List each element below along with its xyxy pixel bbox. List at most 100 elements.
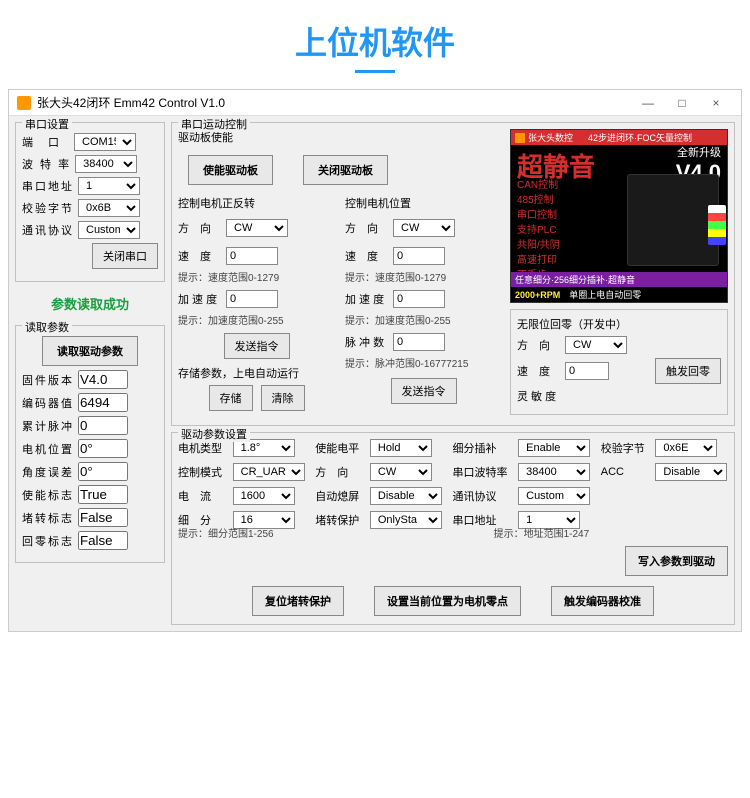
pos-pulse-label: 脉 冲 数 bbox=[345, 334, 389, 350]
ctrl-mode-select[interactable]: CR_UART bbox=[233, 463, 305, 481]
read-group: 读取参数 读取驱动参数 固件版本 编码器值 累计脉冲 电机位置 角度误差 使能标… bbox=[15, 325, 165, 563]
motion-title: 串口运动控制 bbox=[178, 116, 250, 132]
proto-select[interactable]: Custom bbox=[78, 221, 140, 239]
rot-speed-input[interactable] bbox=[226, 247, 278, 265]
read-params-button[interactable]: 读取驱动参数 bbox=[42, 336, 138, 366]
window-title: 张大头42闭环 Emm42 Control V1.0 bbox=[37, 94, 631, 111]
params-group: 驱动参数设置 电机类型1.8° 使能电平Hold 细分插补Enable 校验字节… bbox=[171, 432, 735, 625]
pos-dir-label: 方 向 bbox=[345, 220, 389, 236]
pulse-value bbox=[78, 416, 128, 435]
addr-hint: 提示：地址范围1-247 bbox=[494, 525, 590, 540]
trigger-home-button[interactable]: 触发回零 bbox=[655, 358, 721, 384]
pstall-label: 堵转保护 bbox=[315, 512, 360, 528]
set-zero-button[interactable]: 设置当前位置为电机零点 bbox=[374, 586, 521, 616]
pos-title: 控制电机位置 bbox=[345, 195, 502, 211]
disable-board-button[interactable]: 关闭驱动板 bbox=[303, 155, 388, 185]
autoscreen-select[interactable]: Disable bbox=[370, 487, 442, 505]
ad-rpm: 2000+RPM bbox=[515, 290, 560, 300]
ang-label: 角度误差 bbox=[22, 464, 74, 480]
fw-value bbox=[78, 370, 128, 389]
pacc-label: ACC bbox=[601, 466, 646, 478]
product-ad: 张大头数控 42步进闭环·FOC矢量控制 超静音 全新升级V4.0 CAN控制4… bbox=[510, 129, 728, 303]
sbaud-select[interactable]: 38400 bbox=[518, 463, 590, 481]
addr-select[interactable]: 1 bbox=[78, 177, 140, 195]
rot-acc-label: 加 速 度 bbox=[178, 291, 222, 307]
check-select[interactable]: 0x6B bbox=[78, 199, 140, 217]
addr-label: 串口地址 bbox=[22, 178, 74, 194]
pos-speed-input[interactable] bbox=[393, 247, 445, 265]
close-serial-button[interactable]: 关闭串口 bbox=[92, 243, 158, 269]
ctrl-mode-label: 控制模式 bbox=[178, 464, 223, 480]
pos-speed-hint: 提示：速度范围0-1279 bbox=[345, 269, 502, 284]
ad-brand: 张大头数控 bbox=[528, 131, 573, 144]
current-select[interactable]: 1600 bbox=[233, 487, 295, 505]
store-title: 存储参数，上电自动运行 bbox=[178, 365, 335, 381]
sbaud-label: 串口波特率 bbox=[453, 464, 509, 480]
autoscreen-label: 自动熄屏 bbox=[315, 488, 360, 504]
page-heading: 上位机软件 bbox=[0, 0, 750, 81]
proto-label: 通讯协议 bbox=[22, 222, 74, 238]
en-flag-label: 使能标志 bbox=[22, 487, 74, 503]
hom-speed-input[interactable] bbox=[565, 362, 609, 380]
en-flag-value bbox=[78, 485, 128, 504]
pcheck-label: 校验字节 bbox=[601, 440, 646, 456]
maximize-button[interactable]: □ bbox=[665, 96, 699, 110]
minimize-button[interactable]: — bbox=[631, 96, 665, 110]
fw-label: 固件版本 bbox=[22, 372, 74, 388]
app-icon bbox=[17, 96, 31, 110]
pcheck-select[interactable]: 0x6E bbox=[655, 439, 717, 457]
stall-flag-value bbox=[78, 508, 128, 527]
pos-acc-hint: 提示：加速度范围0-255 bbox=[345, 312, 502, 327]
pproto-select[interactable]: Custom bbox=[518, 487, 590, 505]
baud-label: 波 特 率 bbox=[22, 156, 71, 172]
pos-acc-input[interactable] bbox=[393, 290, 445, 308]
en-level-select[interactable]: Hold bbox=[370, 439, 432, 457]
pacc-select[interactable]: Disable bbox=[655, 463, 727, 481]
pos-value bbox=[78, 439, 128, 458]
baud-select[interactable]: 38400 bbox=[75, 155, 137, 173]
rot-dir-label: 方 向 bbox=[178, 220, 222, 236]
pstall-select[interactable]: OnlySta bbox=[370, 511, 442, 529]
pdir-select[interactable]: CW bbox=[370, 463, 432, 481]
rot-send-button[interactable]: 发送指令 bbox=[224, 333, 290, 359]
home-flag-value bbox=[78, 531, 128, 550]
rot-dir-select[interactable]: CW bbox=[226, 219, 288, 237]
pos-acc-label: 加 速 度 bbox=[345, 291, 389, 307]
home-flag-label: 回零标志 bbox=[22, 533, 74, 549]
write-params-button[interactable]: 写入参数到驱动 bbox=[625, 546, 728, 576]
stall-flag-label: 堵转标志 bbox=[22, 510, 74, 526]
rotate-group: 控制电机正反转 方 向CW 速 度 提示：速度范围0-1279 加 速 度 提示… bbox=[178, 195, 335, 411]
store-button[interactable]: 存储 bbox=[209, 385, 253, 411]
pdir-label: 方 向 bbox=[315, 464, 360, 480]
brand-icon bbox=[515, 133, 525, 143]
port-label: 端 口 bbox=[22, 134, 70, 150]
hom-dir-select[interactable]: CW bbox=[565, 336, 627, 354]
interp-select[interactable]: Enable bbox=[518, 439, 590, 457]
pos-label: 电机位置 bbox=[22, 441, 74, 457]
en-level-label: 使能电平 bbox=[315, 440, 360, 456]
rot-acc-input[interactable] bbox=[226, 290, 278, 308]
close-button[interactable]: × bbox=[699, 96, 733, 110]
port-select[interactable]: COM15 bbox=[74, 133, 136, 151]
pos-pulse-input[interactable] bbox=[393, 333, 445, 351]
app-window: 张大头42闭环 Emm42 Control V1.0 — □ × 串口设置 端 … bbox=[8, 89, 742, 632]
chip-image bbox=[627, 174, 719, 266]
pos-dir-select[interactable]: CW bbox=[393, 219, 455, 237]
serial-group: 串口设置 端 口COM15 波 特 率38400 串口地址1 校验字节0x6B … bbox=[15, 122, 165, 282]
clear-button[interactable]: 清除 bbox=[261, 385, 305, 411]
rot-acc-hint: 提示：加速度范围0-255 bbox=[178, 312, 335, 327]
ad-upgrade: 全新升级 bbox=[676, 144, 721, 160]
ad-top-text: 42步进闭环·FOC矢量控制 bbox=[588, 131, 692, 144]
enable-board-button[interactable]: 使能驱动板 bbox=[188, 155, 273, 185]
reset-stall-button[interactable]: 复位堵转保护 bbox=[252, 586, 344, 616]
pos-send-button[interactable]: 发送指令 bbox=[391, 378, 457, 404]
hom-speed-label: 速 度 bbox=[517, 363, 561, 379]
motor-type-label: 电机类型 bbox=[178, 440, 223, 456]
enc-cal-button[interactable]: 触发编码器校准 bbox=[551, 586, 654, 616]
enc-label: 编码器值 bbox=[22, 395, 74, 411]
motion-group: 串口运动控制 驱动板使能 使能驱动板 关闭驱动板 控制电机正反转 方 向CW bbox=[171, 122, 735, 426]
serial-title: 串口设置 bbox=[22, 116, 72, 132]
position-group: 控制电机位置 方 向CW 速 度 提示：速度范围0-1279 加 速 度 提示：… bbox=[345, 195, 502, 411]
params-title: 驱动参数设置 bbox=[178, 426, 250, 442]
ad-bar1: 任意细分·256细分插补·超静音 bbox=[511, 272, 727, 287]
